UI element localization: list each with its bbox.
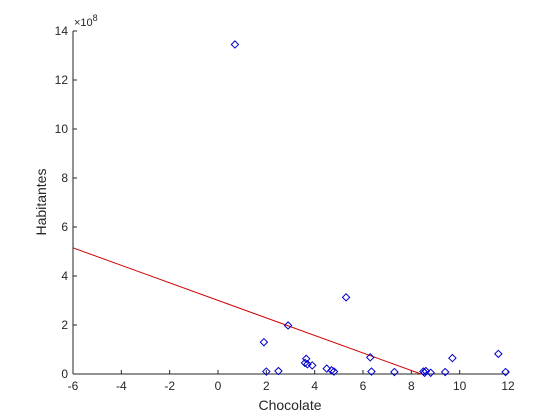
x-tick-label: -4: [116, 379, 127, 393]
data-point: [440, 367, 450, 377]
y-tick-label: 6: [61, 220, 68, 234]
x-tick-label: 0: [215, 379, 222, 393]
x-tick-label: -6: [68, 379, 79, 393]
data-point: [390, 367, 399, 377]
y-tick-label: 2: [61, 318, 68, 332]
regression-line: [72, 247, 422, 375]
data-point: [259, 337, 269, 347]
data-point: [365, 353, 375, 362]
data-point: [322, 364, 332, 373]
y-axis-label: Habitantes: [33, 169, 49, 236]
data-point: [230, 40, 240, 49]
data-point: [262, 367, 271, 376]
data-point: [501, 367, 510, 377]
data-point: [329, 367, 339, 376]
y-tick-label: 4: [61, 269, 68, 283]
y-axis-exponent: ×108: [74, 13, 98, 29]
data-point: [327, 366, 336, 375]
data-point: [274, 366, 283, 376]
x-tick-label: -2: [164, 379, 175, 393]
ticks: -6 -4 -2 0 2 4 6 8 10 12 0 2 4 6 8 10 12 14: [55, 24, 515, 393]
data-point: [367, 367, 376, 376]
data-point: [421, 366, 431, 376]
y-tick-label: 14: [55, 24, 69, 38]
y-tick-label: 12: [55, 73, 69, 87]
y-tick-label: 0: [61, 367, 68, 381]
data-point: [303, 359, 312, 369]
data-point: [341, 293, 351, 302]
x-tick-label: 8: [408, 379, 415, 393]
y-axis-exponent-power: 8: [93, 13, 98, 23]
data-point: [494, 349, 503, 359]
data-point: [307, 361, 317, 370]
y-tick-label: 8: [61, 171, 68, 185]
x-tick-label: 4: [311, 379, 318, 393]
x-tick-label: 2: [263, 379, 270, 393]
fit-line: [72, 247, 422, 375]
x-tick-label: 10: [453, 379, 467, 393]
x-axis-label: Chocolate: [258, 397, 321, 413]
y-tick-label: 10: [55, 122, 69, 136]
x-tick-label: 12: [501, 379, 515, 393]
axes: [72, 31, 508, 375]
data-point: [426, 368, 435, 378]
data-points: [230, 40, 510, 378]
data-point: [448, 353, 457, 363]
x-tick-label: 6: [360, 379, 367, 393]
data-point: [283, 321, 293, 330]
y-axis-exponent-base: ×10: [74, 17, 93, 29]
